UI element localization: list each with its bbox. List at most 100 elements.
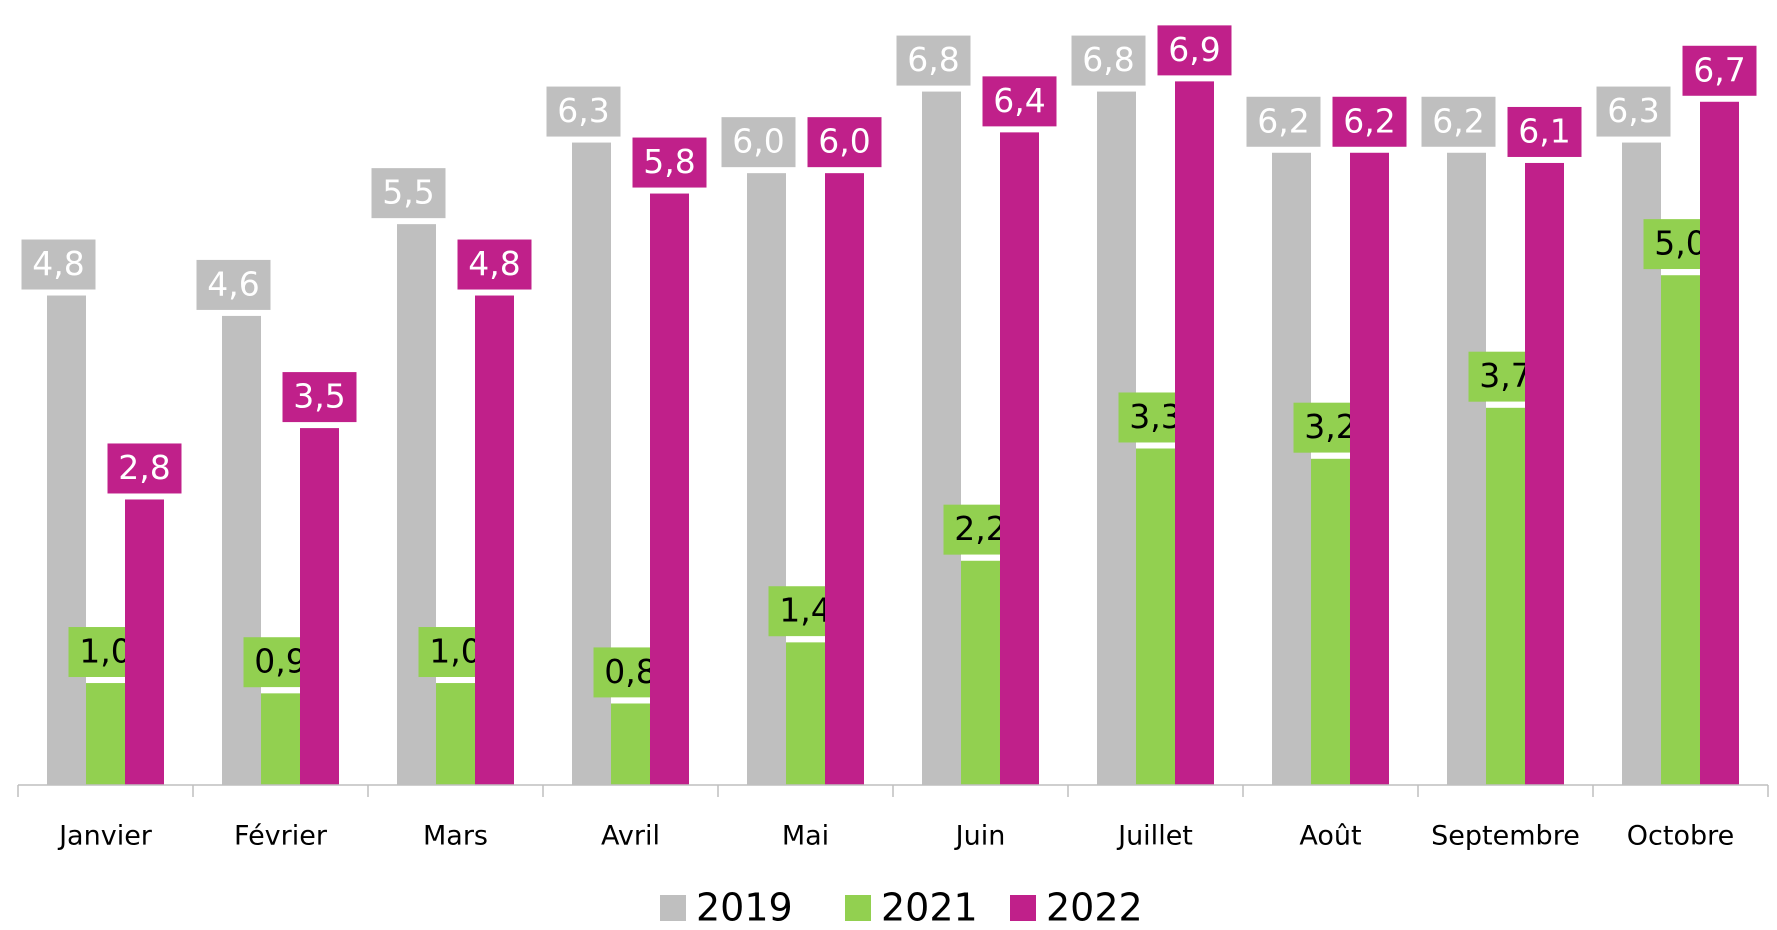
bar <box>825 173 864 785</box>
value-label: 6,2 <box>1432 101 1484 140</box>
value-label: 1,4 <box>779 591 831 630</box>
bar <box>1486 407 1525 785</box>
bar <box>86 683 125 785</box>
bar <box>475 295 514 785</box>
value-label-box <box>1421 96 1496 147</box>
bar <box>397 224 436 786</box>
value-label-gap <box>611 697 650 704</box>
value-label: 4,6 <box>207 264 259 303</box>
bar <box>1272 152 1311 785</box>
value-label: 4,8 <box>468 244 520 283</box>
x-tick-label: Mars <box>423 821 488 852</box>
value-label-box <box>371 168 446 219</box>
bar <box>650 193 689 786</box>
x-tick-label: Février <box>234 821 328 852</box>
value-label-gap <box>1136 442 1175 449</box>
value-label-box <box>107 443 182 494</box>
value-label-box <box>896 35 971 86</box>
value-label: 6,0 <box>732 122 784 161</box>
value-label-box <box>632 137 707 188</box>
x-tick-label: Mai <box>782 821 829 852</box>
value-label: 6,4 <box>993 81 1045 120</box>
value-label: 1,0 <box>429 632 481 671</box>
bar <box>1175 81 1214 785</box>
value-label-box <box>721 117 796 168</box>
value-label-box <box>282 372 357 423</box>
bar <box>300 428 339 785</box>
bar <box>125 499 164 785</box>
bar <box>747 173 786 785</box>
bar <box>1447 152 1486 785</box>
value-label: 6,8 <box>907 40 959 79</box>
bar <box>961 560 1000 785</box>
value-label-gap <box>786 636 825 643</box>
value-label: 5,0 <box>1654 224 1706 263</box>
value-label-gap <box>961 554 1000 561</box>
legend-swatch <box>1010 895 1036 921</box>
bar <box>1000 132 1039 786</box>
bar <box>1136 448 1175 785</box>
x-tick-label: Septembre <box>1431 821 1580 852</box>
value-label-box <box>457 239 532 290</box>
value-label: 2,8 <box>118 448 170 487</box>
bar <box>261 693 300 785</box>
value-label-gap <box>1311 452 1350 459</box>
value-label-box <box>21 239 96 290</box>
legend-swatch <box>845 895 871 921</box>
x-tick-label: Octobre <box>1627 821 1734 852</box>
value-label-box <box>1596 86 1671 137</box>
value-label-box <box>807 117 882 168</box>
bar <box>222 315 261 785</box>
value-label: 3,2 <box>1304 407 1356 446</box>
value-label: 3,5 <box>293 377 345 416</box>
value-label: 0,8 <box>604 652 656 691</box>
value-label: 0,9 <box>254 642 306 681</box>
x-tick-label: Avril <box>601 821 660 852</box>
x-tick-label: Janvier <box>57 821 153 852</box>
value-label: 1,0 <box>79 632 131 671</box>
value-label: 6,2 <box>1343 101 1395 140</box>
bar <box>436 683 475 785</box>
bar <box>922 91 961 785</box>
value-label-box <box>1507 106 1582 157</box>
x-tick-label: Août <box>1299 821 1361 852</box>
value-label-gap <box>86 677 125 684</box>
legend-label: 2021 <box>881 886 978 930</box>
value-label-box <box>1332 96 1407 147</box>
value-label-gap <box>261 687 300 694</box>
legend-label: 2022 <box>1046 886 1143 930</box>
value-label-box <box>1682 45 1757 96</box>
value-label-box <box>1157 25 1232 76</box>
value-label: 6,1 <box>1518 111 1570 150</box>
value-label: 2,2 <box>954 509 1006 548</box>
value-label-box <box>982 76 1057 127</box>
value-label-box <box>546 86 621 137</box>
value-label: 3,3 <box>1129 397 1181 436</box>
value-label: 3,7 <box>1479 356 1531 395</box>
bar <box>47 295 86 785</box>
value-label: 6,0 <box>818 122 870 161</box>
value-label-box <box>1246 96 1321 147</box>
value-label: 6,2 <box>1257 101 1309 140</box>
value-label: 6,7 <box>1693 50 1745 89</box>
bar <box>1350 152 1389 785</box>
legend-label: 2019 <box>696 886 793 930</box>
bar <box>1525 162 1564 786</box>
bar <box>786 642 825 785</box>
value-label-gap <box>436 677 475 684</box>
value-label-gap <box>1486 401 1525 408</box>
value-label: 6,3 <box>1607 91 1659 130</box>
bar <box>1700 101 1739 786</box>
value-label: 5,5 <box>382 173 434 212</box>
value-label: 5,8 <box>643 142 695 181</box>
value-label: 6,3 <box>557 91 609 130</box>
x-tick-label: Juillet <box>1116 821 1193 852</box>
x-tick-label: Juin <box>954 821 1006 852</box>
value-label-box <box>1071 35 1146 86</box>
value-label-gap <box>1661 269 1700 276</box>
value-label-box <box>196 259 271 310</box>
value-label: 4,8 <box>32 244 84 283</box>
legend-swatch <box>660 895 686 921</box>
value-label: 6,8 <box>1082 40 1134 79</box>
